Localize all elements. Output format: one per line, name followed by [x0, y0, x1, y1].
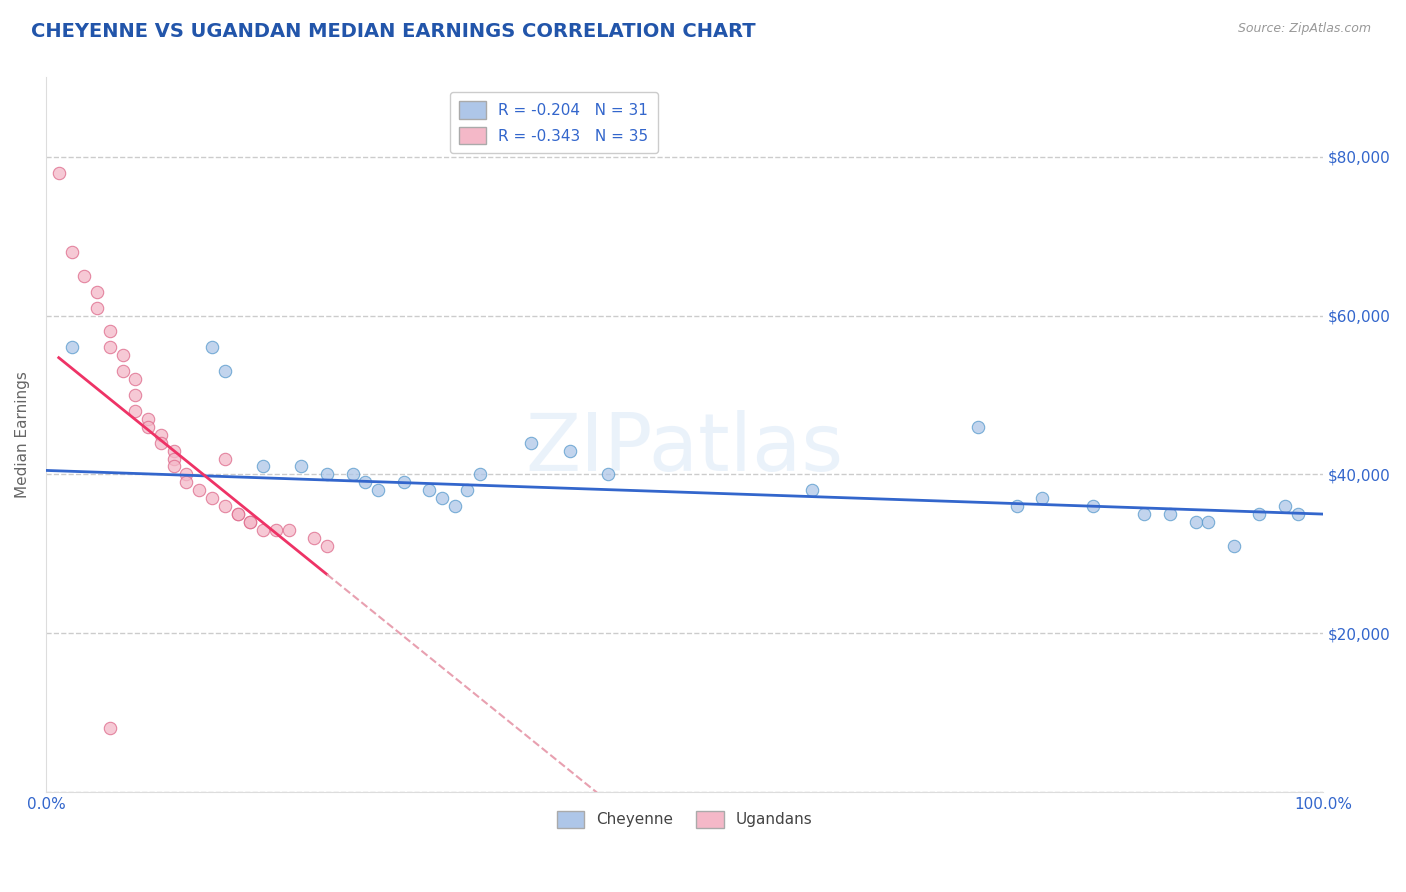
Point	[214, 451, 236, 466]
Point	[163, 451, 186, 466]
Point	[1274, 499, 1296, 513]
Point	[86, 285, 108, 299]
Point	[226, 507, 249, 521]
Point	[1286, 507, 1309, 521]
Point	[149, 435, 172, 450]
Text: Source: ZipAtlas.com: Source: ZipAtlas.com	[1237, 22, 1371, 36]
Point	[1083, 499, 1105, 513]
Point	[226, 507, 249, 521]
Point	[1031, 491, 1053, 506]
Point	[316, 539, 339, 553]
Point	[1005, 499, 1028, 513]
Point	[124, 372, 146, 386]
Point	[98, 325, 121, 339]
Legend: Cheyenne, Ugandans: Cheyenne, Ugandans	[551, 805, 818, 834]
Point	[277, 523, 299, 537]
Point	[342, 467, 364, 482]
Point	[73, 268, 96, 283]
Point	[163, 443, 186, 458]
Point	[214, 364, 236, 378]
Point	[1184, 515, 1206, 529]
Text: ZIPatlas: ZIPatlas	[526, 410, 844, 488]
Text: CHEYENNE VS UGANDAN MEDIAN EARNINGS CORRELATION CHART: CHEYENNE VS UGANDAN MEDIAN EARNINGS CORR…	[31, 22, 755, 41]
Point	[124, 388, 146, 402]
Point	[252, 523, 274, 537]
Point	[354, 475, 377, 490]
Point	[456, 483, 478, 498]
Point	[149, 427, 172, 442]
Point	[60, 340, 83, 354]
Point	[86, 301, 108, 315]
Point	[967, 419, 990, 434]
Point	[302, 531, 325, 545]
Point	[596, 467, 619, 482]
Point	[392, 475, 415, 490]
Point	[801, 483, 824, 498]
Point	[1197, 515, 1219, 529]
Point	[1223, 539, 1246, 553]
Point	[201, 491, 224, 506]
Point	[418, 483, 440, 498]
Point	[98, 340, 121, 354]
Point	[252, 459, 274, 474]
Point	[470, 467, 492, 482]
Point	[201, 340, 224, 354]
Y-axis label: Median Earnings: Median Earnings	[15, 371, 30, 498]
Point	[264, 523, 287, 537]
Point	[1159, 507, 1181, 521]
Point	[1133, 507, 1156, 521]
Point	[111, 348, 134, 362]
Point	[239, 515, 262, 529]
Point	[239, 515, 262, 529]
Point	[60, 245, 83, 260]
Point	[111, 364, 134, 378]
Point	[163, 459, 186, 474]
Point	[367, 483, 389, 498]
Point	[48, 166, 70, 180]
Point	[98, 722, 121, 736]
Point	[136, 419, 159, 434]
Point	[176, 475, 198, 490]
Point	[443, 499, 465, 513]
Point	[136, 412, 159, 426]
Point	[430, 491, 453, 506]
Point	[290, 459, 312, 474]
Point	[188, 483, 211, 498]
Point	[214, 499, 236, 513]
Point	[124, 404, 146, 418]
Point	[1249, 507, 1271, 521]
Point	[316, 467, 339, 482]
Point	[176, 467, 198, 482]
Point	[520, 435, 543, 450]
Point	[558, 443, 581, 458]
